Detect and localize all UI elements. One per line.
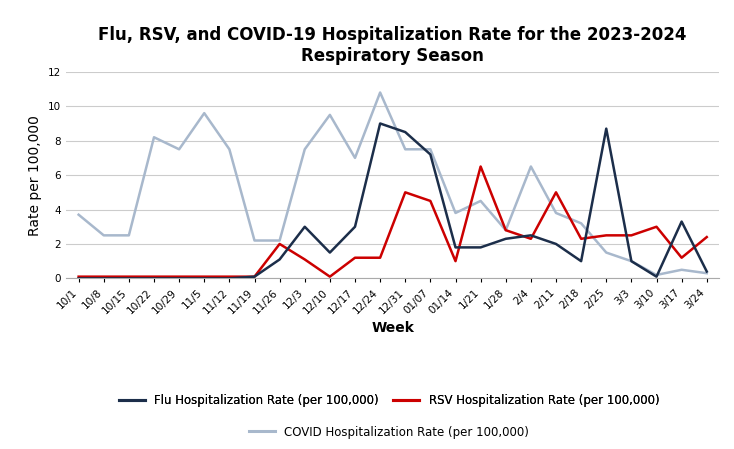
Flu Hospitalization Rate (per 100,000) bbox=[125, 276, 134, 281]
Line: Flu Hospitalization Rate (per 100,000): Flu Hospitalization Rate (per 100,000) bbox=[79, 123, 707, 278]
COVID Hospitalization Rate (per 100,000) bbox=[627, 259, 636, 264]
Legend: COVID Hospitalization Rate (per 100,000): COVID Hospitalization Rate (per 100,000) bbox=[249, 426, 529, 439]
COVID Hospitalization Rate (per 100,000) bbox=[275, 238, 284, 243]
RSV Hospitalization Rate (per 100,000) bbox=[225, 274, 233, 279]
COVID Hospitalization Rate (per 100,000) bbox=[652, 272, 661, 277]
RSV Hospitalization Rate (per 100,000) bbox=[125, 274, 134, 279]
RSV Hospitalization Rate (per 100,000) bbox=[702, 234, 711, 240]
Flu Hospitalization Rate (per 100,000) bbox=[552, 241, 561, 247]
Flu Hospitalization Rate (per 100,000) bbox=[376, 121, 385, 126]
Flu Hospitalization Rate (per 100,000) bbox=[99, 276, 108, 281]
RSV Hospitalization Rate (per 100,000) bbox=[376, 255, 385, 260]
COVID Hospitalization Rate (per 100,000) bbox=[602, 250, 611, 255]
RSV Hospitalization Rate (per 100,000) bbox=[351, 255, 360, 260]
Flu Hospitalization Rate (per 100,000) bbox=[476, 245, 485, 250]
RSV Hospitalization Rate (per 100,000) bbox=[175, 274, 184, 279]
COVID Hospitalization Rate (per 100,000) bbox=[300, 146, 309, 152]
COVID Hospitalization Rate (per 100,000) bbox=[501, 228, 510, 233]
RSV Hospitalization Rate (per 100,000) bbox=[526, 236, 535, 242]
Title: Flu, RSV, and COVID-19 Hospitalization Rate for the 2023-2024
Respiratory Season: Flu, RSV, and COVID-19 Hospitalization R… bbox=[98, 26, 687, 65]
Flu Hospitalization Rate (per 100,000) bbox=[325, 250, 334, 255]
COVID Hospitalization Rate (per 100,000) bbox=[325, 112, 334, 118]
COVID Hospitalization Rate (per 100,000) bbox=[150, 135, 159, 140]
Flu Hospitalization Rate (per 100,000) bbox=[426, 152, 435, 157]
Flu Hospitalization Rate (per 100,000) bbox=[74, 276, 83, 281]
RSV Hospitalization Rate (per 100,000) bbox=[275, 241, 284, 247]
RSV Hospitalization Rate (per 100,000) bbox=[627, 233, 636, 238]
Flu Hospitalization Rate (per 100,000) bbox=[652, 274, 661, 279]
RSV Hospitalization Rate (per 100,000) bbox=[577, 236, 586, 242]
Flu Hospitalization Rate (per 100,000) bbox=[577, 259, 586, 264]
COVID Hospitalization Rate (per 100,000) bbox=[702, 270, 711, 276]
Line: COVID Hospitalization Rate (per 100,000): COVID Hospitalization Rate (per 100,000) bbox=[79, 92, 707, 275]
COVID Hospitalization Rate (per 100,000) bbox=[577, 220, 586, 226]
RSV Hospitalization Rate (per 100,000) bbox=[501, 228, 510, 233]
COVID Hospitalization Rate (per 100,000) bbox=[476, 198, 485, 204]
RSV Hospitalization Rate (per 100,000) bbox=[99, 274, 108, 279]
COVID Hospitalization Rate (per 100,000) bbox=[250, 238, 259, 243]
COVID Hospitalization Rate (per 100,000) bbox=[401, 146, 410, 152]
RSV Hospitalization Rate (per 100,000) bbox=[200, 274, 208, 279]
COVID Hospitalization Rate (per 100,000) bbox=[74, 212, 83, 217]
COVID Hospitalization Rate (per 100,000) bbox=[526, 164, 535, 169]
RSV Hospitalization Rate (per 100,000) bbox=[401, 189, 410, 195]
RSV Hospitalization Rate (per 100,000) bbox=[602, 233, 611, 238]
COVID Hospitalization Rate (per 100,000) bbox=[552, 210, 561, 216]
COVID Hospitalization Rate (per 100,000) bbox=[376, 90, 385, 95]
RSV Hospitalization Rate (per 100,000) bbox=[426, 198, 435, 204]
RSV Hospitalization Rate (per 100,000) bbox=[476, 164, 485, 169]
COVID Hospitalization Rate (per 100,000) bbox=[677, 267, 686, 273]
COVID Hospitalization Rate (per 100,000) bbox=[125, 233, 134, 238]
Flu Hospitalization Rate (per 100,000) bbox=[150, 276, 159, 281]
Flu Hospitalization Rate (per 100,000) bbox=[627, 259, 636, 264]
RSV Hospitalization Rate (per 100,000) bbox=[652, 224, 661, 229]
RSV Hospitalization Rate (per 100,000) bbox=[451, 259, 460, 264]
COVID Hospitalization Rate (per 100,000) bbox=[351, 155, 360, 161]
Flu Hospitalization Rate (per 100,000) bbox=[702, 269, 711, 274]
Flu Hospitalization Rate (per 100,000) bbox=[501, 236, 510, 242]
RSV Hospitalization Rate (per 100,000) bbox=[552, 189, 561, 195]
Flu Hospitalization Rate (per 100,000) bbox=[175, 276, 184, 281]
Flu Hospitalization Rate (per 100,000) bbox=[351, 224, 360, 229]
Flu Hospitalization Rate (per 100,000) bbox=[401, 129, 410, 135]
RSV Hospitalization Rate (per 100,000) bbox=[250, 274, 259, 279]
Flu Hospitalization Rate (per 100,000) bbox=[677, 219, 686, 224]
Flu Hospitalization Rate (per 100,000) bbox=[250, 274, 259, 279]
COVID Hospitalization Rate (per 100,000) bbox=[451, 210, 460, 216]
Flu Hospitalization Rate (per 100,000) bbox=[300, 224, 309, 229]
Flu Hospitalization Rate (per 100,000) bbox=[526, 233, 535, 238]
RSV Hospitalization Rate (per 100,000) bbox=[300, 257, 309, 262]
Flu Hospitalization Rate (per 100,000) bbox=[200, 276, 208, 281]
Flu Hospitalization Rate (per 100,000) bbox=[225, 276, 233, 281]
X-axis label: Week: Week bbox=[371, 321, 414, 335]
Legend: Flu Hospitalization Rate (per 100,000), RSV Hospitalization Rate (per 100,000): Flu Hospitalization Rate (per 100,000), … bbox=[119, 394, 659, 407]
COVID Hospitalization Rate (per 100,000) bbox=[225, 146, 233, 152]
RSV Hospitalization Rate (per 100,000) bbox=[150, 274, 159, 279]
Flu Hospitalization Rate (per 100,000) bbox=[602, 126, 611, 132]
Y-axis label: Rate per 100,000: Rate per 100,000 bbox=[29, 114, 43, 236]
Flu Hospitalization Rate (per 100,000) bbox=[451, 245, 460, 250]
RSV Hospitalization Rate (per 100,000) bbox=[677, 255, 686, 260]
COVID Hospitalization Rate (per 100,000) bbox=[99, 233, 108, 238]
COVID Hospitalization Rate (per 100,000) bbox=[200, 110, 208, 116]
Flu Hospitalization Rate (per 100,000) bbox=[275, 257, 284, 262]
COVID Hospitalization Rate (per 100,000) bbox=[426, 146, 435, 152]
COVID Hospitalization Rate (per 100,000) bbox=[175, 146, 184, 152]
Line: RSV Hospitalization Rate (per 100,000): RSV Hospitalization Rate (per 100,000) bbox=[79, 167, 707, 277]
RSV Hospitalization Rate (per 100,000) bbox=[325, 274, 334, 279]
RSV Hospitalization Rate (per 100,000) bbox=[74, 274, 83, 279]
